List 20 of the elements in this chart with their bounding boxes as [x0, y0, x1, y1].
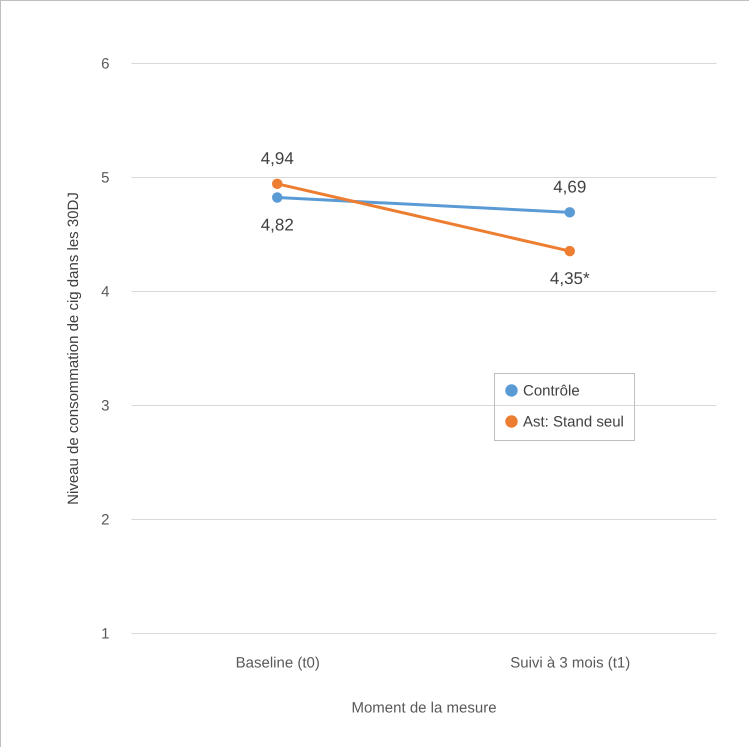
- legend-label: Contrôle: [523, 382, 580, 400]
- x-tick-label: Suivi à 3 mois (t1): [510, 654, 630, 672]
- data-label: 4,82: [260, 216, 294, 235]
- y-tick-label: 1: [101, 626, 110, 642]
- data-label: 4,69: [553, 177, 586, 196]
- y-tick-label: 3: [101, 398, 110, 414]
- x-axis-title: Moment de la mesure: [351, 700, 497, 716]
- y-tick-label: 6: [101, 56, 110, 72]
- x-tick-label: Baseline (t0): [236, 654, 320, 672]
- point: [272, 178, 282, 190]
- data-label: 4,94: [260, 148, 294, 168]
- y-axis-title: Niveau de consommation de cig dans les 30DJ: [65, 192, 82, 505]
- data-label: 4,35*: [550, 269, 590, 288]
- y-tick-label: 2: [101, 512, 110, 528]
- point: [564, 246, 575, 256]
- legend-label: Ast: Stand seul: [523, 414, 624, 430]
- point: [272, 192, 282, 203]
- y-tick-label: 4: [101, 284, 110, 300]
- y-tick-label: 5: [101, 170, 110, 186]
- point: [564, 207, 575, 218]
